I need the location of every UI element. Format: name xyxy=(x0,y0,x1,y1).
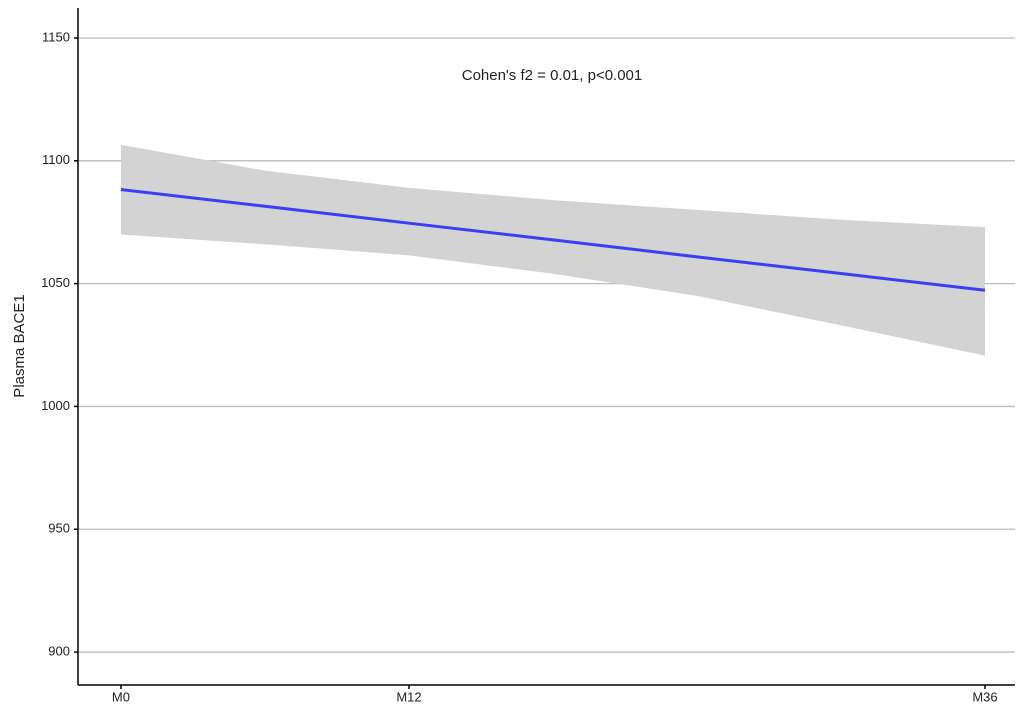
y-tick-label: 1100 xyxy=(42,152,70,167)
x-tick-label: M12 xyxy=(396,689,421,704)
fit-line xyxy=(120,188,986,292)
y-tick-label: 900 xyxy=(48,644,70,659)
y-tick-label: 1150 xyxy=(42,29,70,44)
x-tick-label: M36 xyxy=(972,689,997,704)
x-tick-label: M0 xyxy=(112,689,130,704)
y-axis-label: Plasma BACE1 xyxy=(11,294,28,397)
annotation: Cohen's f2 = 0.01, p<0.001 xyxy=(462,67,643,84)
y-tick-label: 1000 xyxy=(41,398,70,413)
y-tick-label: 1050 xyxy=(41,275,70,290)
y-tick-label: 950 xyxy=(48,521,70,536)
confidence-band xyxy=(120,144,985,356)
